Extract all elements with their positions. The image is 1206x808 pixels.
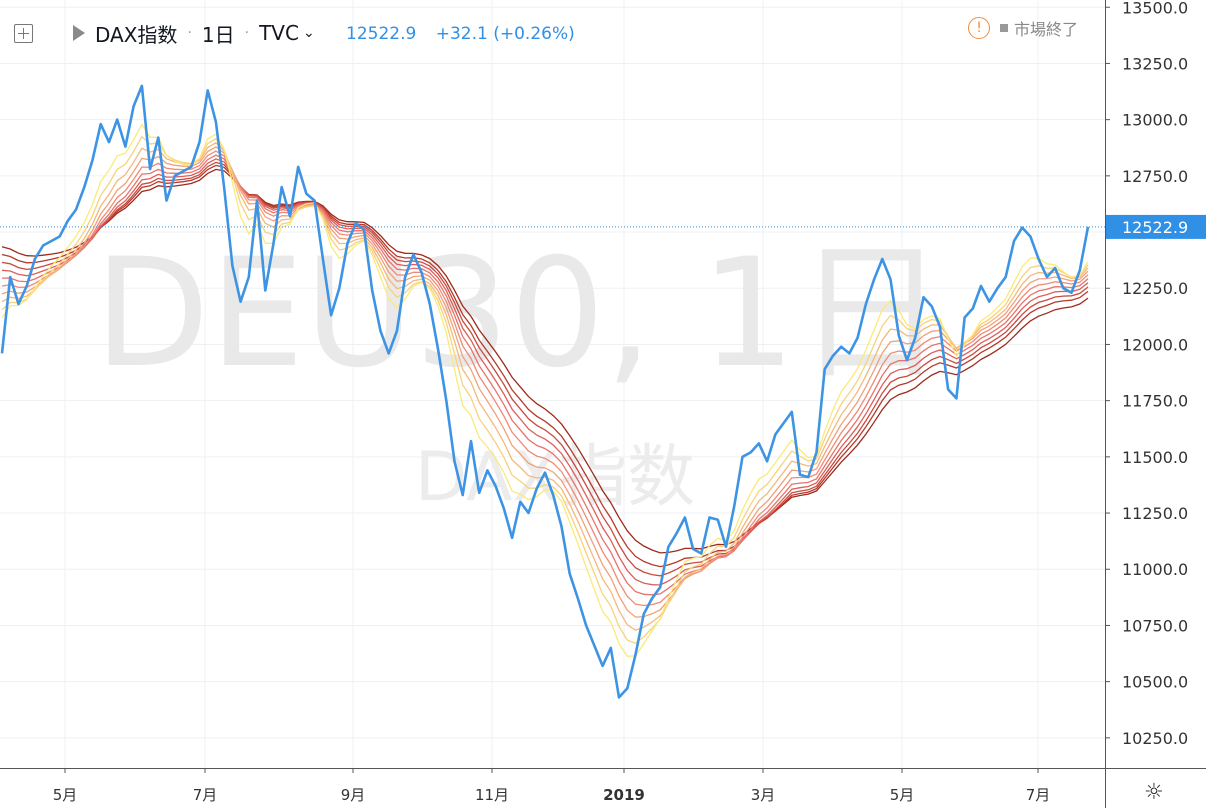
y-tick-label: 10250.0 xyxy=(1122,729,1188,748)
watermark-main: DEU30, 1日 xyxy=(94,227,946,401)
settings-gear-icon[interactable]: ☼ xyxy=(1144,780,1164,805)
x-tick-label: 7月 xyxy=(193,786,218,804)
x-tick-label: 11月 xyxy=(475,786,509,804)
x-tick-label: 5月 xyxy=(53,786,78,804)
interval-label[interactable]: 1日 xyxy=(201,22,235,47)
y-tick-label: 12250.0 xyxy=(1122,279,1188,298)
quote-line: 12522.9 +32.1 (+0.26%) xyxy=(346,24,589,44)
market-status: ! 市場終了 xyxy=(968,16,1078,40)
ema-ribbon-line xyxy=(1,158,1089,586)
last-price-label: 12522.9 xyxy=(1122,218,1188,237)
separator-dot: · xyxy=(187,25,192,41)
y-tick-label: 11750.0 xyxy=(1122,392,1188,411)
flag-icon xyxy=(73,25,85,41)
chart-header: DAX指数 · 1日 · TVC ⌄ xyxy=(14,18,315,48)
y-tick-label: 10750.0 xyxy=(1122,616,1188,635)
ema-ribbon-line xyxy=(1,168,1089,554)
ema-ribbon-line xyxy=(1,150,1089,607)
y-tick-label: 10500.0 xyxy=(1122,673,1188,692)
market-status-text: 市場終了 xyxy=(1014,20,1079,39)
x-tick-label: 5月 xyxy=(890,786,915,804)
symbol-name[interactable]: DAX指数 xyxy=(95,22,178,47)
x-tick-label: 7月 xyxy=(1026,786,1051,804)
y-tick-label: 13250.0 xyxy=(1122,54,1188,73)
price-line xyxy=(0,84,1090,699)
source-label[interactable]: TVC xyxy=(259,21,299,45)
x-tick-label: 3月 xyxy=(751,786,776,804)
x-tick-label: 9月 xyxy=(341,786,366,804)
warning-icon[interactable]: ! xyxy=(968,17,990,39)
ema-ribbon-line xyxy=(1,135,1089,645)
price-change: +32.1 (+0.26%) xyxy=(435,24,575,44)
price-axis-background xyxy=(1105,0,1206,808)
last-price-label-bg xyxy=(1106,214,1206,239)
separator-dot: · xyxy=(244,25,250,41)
ema-ribbon-line xyxy=(1,123,1089,657)
y-tick-label: 11500.0 xyxy=(1122,448,1188,467)
status-square-icon xyxy=(1000,24,1008,32)
y-tick-label: 11000.0 xyxy=(1122,560,1188,579)
y-tick-label: 13500.0 xyxy=(1122,0,1188,17)
ema-ribbon-line xyxy=(1,146,1089,618)
ema-ribbon-line xyxy=(1,161,1089,577)
collapse-toggle-icon[interactable] xyxy=(14,23,33,43)
y-tick-label: 12000.0 xyxy=(1122,335,1188,354)
chevron-down-icon[interactable]: ⌄ xyxy=(302,25,315,41)
y-tick-label: 12750.0 xyxy=(1122,167,1188,186)
ema-ribbon-line xyxy=(1,164,1089,568)
y-tick-label: 13000.0 xyxy=(1122,111,1188,130)
x-tick-label: 2019 xyxy=(603,786,645,804)
last-price: 12522.9 xyxy=(346,24,417,44)
y-tick-label: 11250.0 xyxy=(1122,504,1188,523)
